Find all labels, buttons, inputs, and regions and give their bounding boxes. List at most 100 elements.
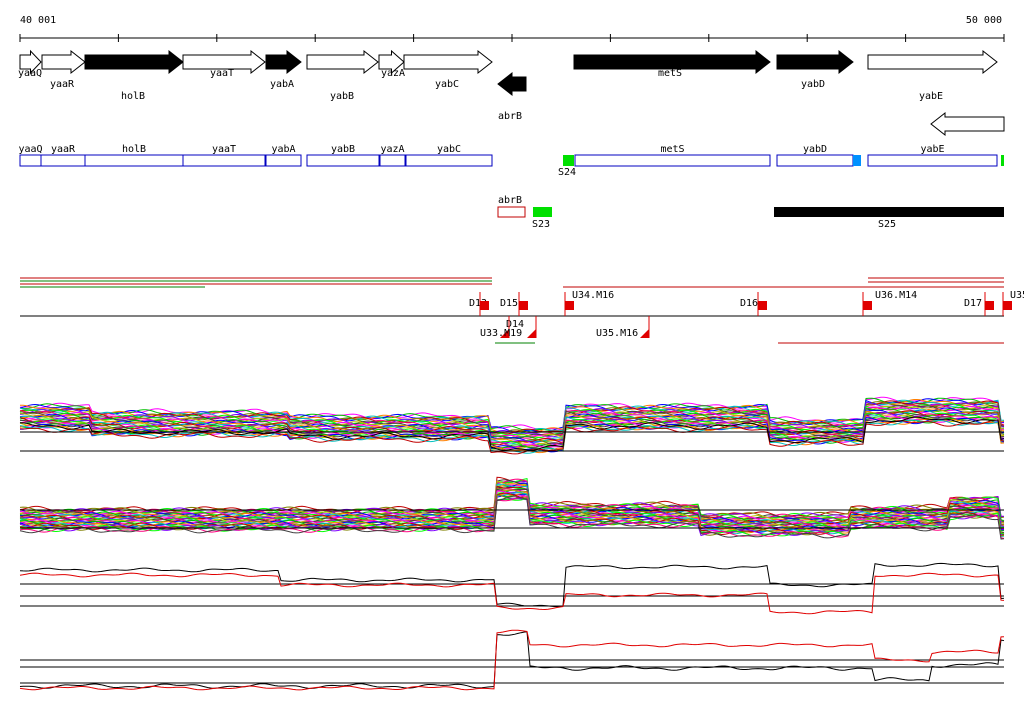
gene-arrow xyxy=(41,49,86,75)
cds-box xyxy=(40,154,86,167)
segment-label: S25 xyxy=(878,219,896,230)
cds-label: yabE xyxy=(920,144,944,155)
expression-trace xyxy=(19,572,1005,615)
expression-trace xyxy=(19,408,1005,444)
site-flag xyxy=(565,301,574,310)
site-flag xyxy=(640,329,649,338)
ruler-end: 50 000 xyxy=(966,15,1002,26)
site-label: D17 xyxy=(964,298,982,309)
gene-arrow xyxy=(573,49,771,75)
cds-label: yabD xyxy=(803,144,827,155)
gene-label: abrB xyxy=(498,111,522,122)
cds-box xyxy=(265,154,302,167)
cds-box xyxy=(574,154,771,167)
cds-label: holB xyxy=(122,144,146,155)
site-label: D16 xyxy=(740,298,758,309)
gene-label: metS xyxy=(658,68,682,79)
gene-label: yabC xyxy=(435,79,459,90)
segment-box xyxy=(774,207,1004,217)
gene-arrow xyxy=(497,71,527,97)
cds-label: yazA xyxy=(380,144,404,155)
site-label: U35.M16 xyxy=(596,328,638,339)
gene-arrow xyxy=(930,111,1005,137)
expression-trace xyxy=(19,629,1005,691)
expression-trace xyxy=(19,497,1005,537)
cds-box xyxy=(867,154,998,167)
cds-label: yaaT xyxy=(212,144,236,155)
expression-trace xyxy=(19,419,1005,455)
gene-arrow xyxy=(182,49,266,75)
site-flag xyxy=(480,301,489,310)
cds-box xyxy=(405,154,493,167)
cds-box xyxy=(84,154,184,167)
gene-label: yazA xyxy=(381,68,405,79)
gene-arrow xyxy=(403,49,493,75)
site-label: D14 xyxy=(506,319,524,330)
expression-trace xyxy=(19,409,1005,445)
gene-label: holB xyxy=(121,91,145,102)
cds-box xyxy=(379,154,406,167)
gene-arrow xyxy=(19,49,42,75)
gene-arrow xyxy=(867,49,998,75)
gene-label: yaaT xyxy=(210,68,234,79)
site-label: U33.M19 xyxy=(480,328,522,339)
cds-label: metS xyxy=(660,144,684,155)
gene-label: yaaR xyxy=(50,79,75,90)
gene-arrow xyxy=(306,49,379,75)
expression-trace xyxy=(19,483,1005,528)
gene-label: yabD xyxy=(801,79,825,90)
cds-label: yabB xyxy=(331,144,355,155)
segment-label: S23 xyxy=(532,219,550,230)
gene-label: yaaQ xyxy=(18,68,42,79)
segment-box xyxy=(1001,155,1004,166)
cds-box xyxy=(776,154,854,167)
ruler-start: 40 001 xyxy=(20,15,56,26)
cds-box xyxy=(306,154,380,167)
site-label: D15 xyxy=(500,298,518,309)
cds-label: yaaR xyxy=(51,144,76,155)
gene-label: yabA xyxy=(270,79,294,90)
expression-trace xyxy=(20,416,1005,451)
site-label: U35 xyxy=(1010,290,1024,301)
expression-trace xyxy=(19,397,1005,433)
expression-trace xyxy=(19,562,1005,608)
antisense-label: abrB xyxy=(498,195,522,206)
cds-label: yaaQ xyxy=(18,144,42,155)
gene-arrow xyxy=(776,49,854,75)
expression-trace xyxy=(19,484,1005,523)
segment-label: S24 xyxy=(558,167,576,178)
expression-trace xyxy=(19,478,1005,524)
expression-trace xyxy=(19,412,1005,447)
tracks: yaaQ yaaR holB yaaT yabA yabB yazA yabC abrB metS… xyxy=(18,34,1024,691)
segment-box xyxy=(563,155,574,166)
segment-box xyxy=(533,207,552,217)
site-flag xyxy=(519,301,528,310)
expression-trace xyxy=(19,496,1005,540)
expression-trace xyxy=(19,631,1005,689)
site-flag xyxy=(1003,301,1012,310)
gene-arrow xyxy=(84,49,184,75)
gene-label: yabB xyxy=(330,91,354,102)
site-flag xyxy=(500,329,509,338)
gene-label: yabE xyxy=(919,91,943,102)
cds-label: yabC xyxy=(437,144,461,155)
cds-label: yabA xyxy=(271,144,295,155)
site-flag xyxy=(758,301,767,310)
segment-box xyxy=(853,155,861,166)
cds-box xyxy=(182,154,266,167)
site-label: U34.M16 xyxy=(572,290,614,301)
gene-arrow xyxy=(378,49,405,75)
expression-trace xyxy=(19,488,1005,530)
site-flag xyxy=(863,301,872,310)
expression-trace xyxy=(19,404,1005,440)
expression-trace xyxy=(19,489,1005,533)
site-flag xyxy=(985,301,994,310)
site-label: D13 xyxy=(469,298,487,309)
site-label: U36.M14 xyxy=(875,290,917,301)
expression-trace xyxy=(19,400,1005,435)
cds-box xyxy=(19,154,42,167)
site-flag xyxy=(527,329,536,338)
gene-arrow xyxy=(265,49,302,75)
antisense-box xyxy=(497,206,526,218)
